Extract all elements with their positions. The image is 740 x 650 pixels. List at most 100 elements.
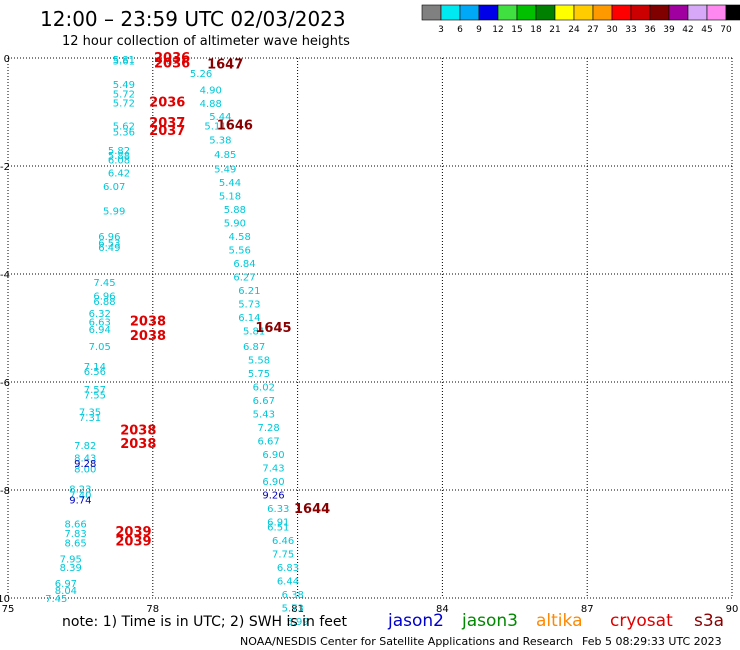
data-point-label: 6.88 xyxy=(93,297,115,308)
data-point-label: 5.75 xyxy=(248,369,270,380)
data-point-label: 5.81 xyxy=(243,327,265,338)
color-swatch xyxy=(497,4,518,21)
color-scale-label: 45 xyxy=(701,25,712,35)
color-scale-label: 18 xyxy=(530,25,542,35)
data-point-label: 6.53 xyxy=(98,239,120,250)
data-point-label: 5.11 xyxy=(204,122,226,133)
color-swatch xyxy=(573,4,594,21)
data-point-label: 6.51 xyxy=(267,523,289,534)
legend-entry: altika xyxy=(536,611,583,631)
data-point-label: 5.81 xyxy=(113,55,135,66)
data-point-label: 5.62 xyxy=(113,122,135,133)
data-point-label: 6.14 xyxy=(238,313,260,324)
data-point-label: 5.82 xyxy=(108,146,130,157)
color-swatch xyxy=(668,4,689,21)
legend-entry: jason2 xyxy=(387,611,444,631)
color-swatch xyxy=(687,4,708,21)
data-point-label: 4.90 xyxy=(200,85,222,96)
data-point-label: 7.05 xyxy=(89,342,111,353)
data-point-label: 5.99 xyxy=(103,206,125,217)
chart-subtitle: 12 hour collection of altimeter wave hei… xyxy=(62,34,350,49)
data-point-label: 5.88 xyxy=(108,151,130,162)
data-point-label: 8.23 xyxy=(69,484,91,495)
data-point-label: 7.82 xyxy=(74,441,96,452)
color-swatch xyxy=(459,4,480,21)
data-point-label: 5.61 xyxy=(113,57,135,68)
data-point-label: 2039 xyxy=(115,525,151,540)
data-point-label: 6.96 xyxy=(98,232,120,243)
color-scale-label: 30 xyxy=(606,25,618,35)
data-point-label: 8.04 xyxy=(55,586,77,597)
color-swatch xyxy=(478,4,499,21)
data-point-label: 6.67 xyxy=(258,436,280,447)
data-point-label: 7.40 xyxy=(69,490,91,501)
data-point-label: 6.90 xyxy=(262,450,284,461)
data-point-label: 5.72 xyxy=(113,90,135,101)
y-tick-label: -10 xyxy=(0,594,10,605)
y-tick-label: -2 xyxy=(0,162,10,173)
data-point-label: 6.87 xyxy=(243,342,265,353)
data-point-label: 6.42 xyxy=(108,168,130,179)
data-point-label: 2037 xyxy=(149,124,185,139)
data-point-label: 5.36 xyxy=(113,127,135,138)
data-point-label: 6.32 xyxy=(89,309,111,320)
data-point-label: 4.88 xyxy=(200,99,222,110)
data-point-label: 6.83 xyxy=(277,563,299,574)
color-scale-label: 27 xyxy=(587,25,598,35)
data-point-label: 5.44 xyxy=(219,178,241,189)
data-point-label: 5.90 xyxy=(224,219,246,230)
color-scale-label: 24 xyxy=(568,25,580,35)
data-point-label: 7.75 xyxy=(272,550,294,561)
data-point-label: 5.43 xyxy=(253,409,275,420)
data-point-label: 7.45 xyxy=(93,278,115,289)
data-point-label: 2038 xyxy=(120,437,156,452)
data-point-label: 2038 xyxy=(130,329,166,344)
data-point-label: 5.26 xyxy=(190,69,212,80)
y-tick-label: 0 xyxy=(4,54,10,65)
data-point-label: 5.73 xyxy=(238,300,260,311)
data-point-label: 1646 xyxy=(217,119,253,134)
data-point-label: 6.63 xyxy=(89,318,111,329)
data-point-label: 4.85 xyxy=(214,150,236,161)
data-point-label: 7.43 xyxy=(262,463,284,474)
color-swatch xyxy=(649,4,670,21)
data-point-label: 2038 xyxy=(120,424,156,439)
data-point-label: 6.67 xyxy=(253,396,275,407)
data-point-label: 6.27 xyxy=(233,273,255,284)
color-scale-label: 21 xyxy=(549,25,560,35)
data-point-label: 5.18 xyxy=(219,192,241,203)
data-point-label: 2039 xyxy=(115,534,151,549)
data-point-label: 7.45 xyxy=(45,594,67,605)
color-swatch xyxy=(516,4,537,21)
color-scale-label: 3 xyxy=(438,25,444,35)
data-point-label: 6.49 xyxy=(98,243,120,254)
data-point-label: 8.00 xyxy=(74,464,96,475)
color-swatch xyxy=(554,4,575,21)
data-point-label: 6.96 xyxy=(93,292,115,303)
color-swatch xyxy=(725,4,740,21)
data-point-label: 6.90 xyxy=(262,477,284,488)
y-tick-label: -8 xyxy=(0,486,10,497)
data-point-label: 2036 xyxy=(154,51,190,66)
color-swatch xyxy=(440,4,461,21)
color-swatch xyxy=(630,4,651,21)
color-scale-label: 42 xyxy=(682,25,693,35)
data-point-label: 5.88 xyxy=(224,205,246,216)
data-point-label: 5.73 xyxy=(282,604,304,615)
data-point-label: 7.14 xyxy=(84,362,106,373)
footer-timestamp: Feb 5 08:29:33 UTC 2023 xyxy=(582,635,722,648)
legend-entry: s3a xyxy=(694,611,724,631)
y-tick-label: -6 xyxy=(0,378,10,389)
color-swatch xyxy=(535,4,556,21)
x-tick-label: 87 xyxy=(581,604,594,615)
data-point-label: 6.97 xyxy=(55,579,77,590)
color-scale-label: 33 xyxy=(625,25,636,35)
data-point-label: 6.44 xyxy=(277,577,299,588)
data-point-label: 8.66 xyxy=(64,519,86,530)
x-tick-label: 81 xyxy=(291,604,304,615)
color-scale-label: 9 xyxy=(476,25,482,35)
data-point-label: 8.39 xyxy=(60,563,82,574)
data-point-label: 5.99 xyxy=(286,617,308,628)
data-point-label: 5.49 xyxy=(214,165,236,176)
